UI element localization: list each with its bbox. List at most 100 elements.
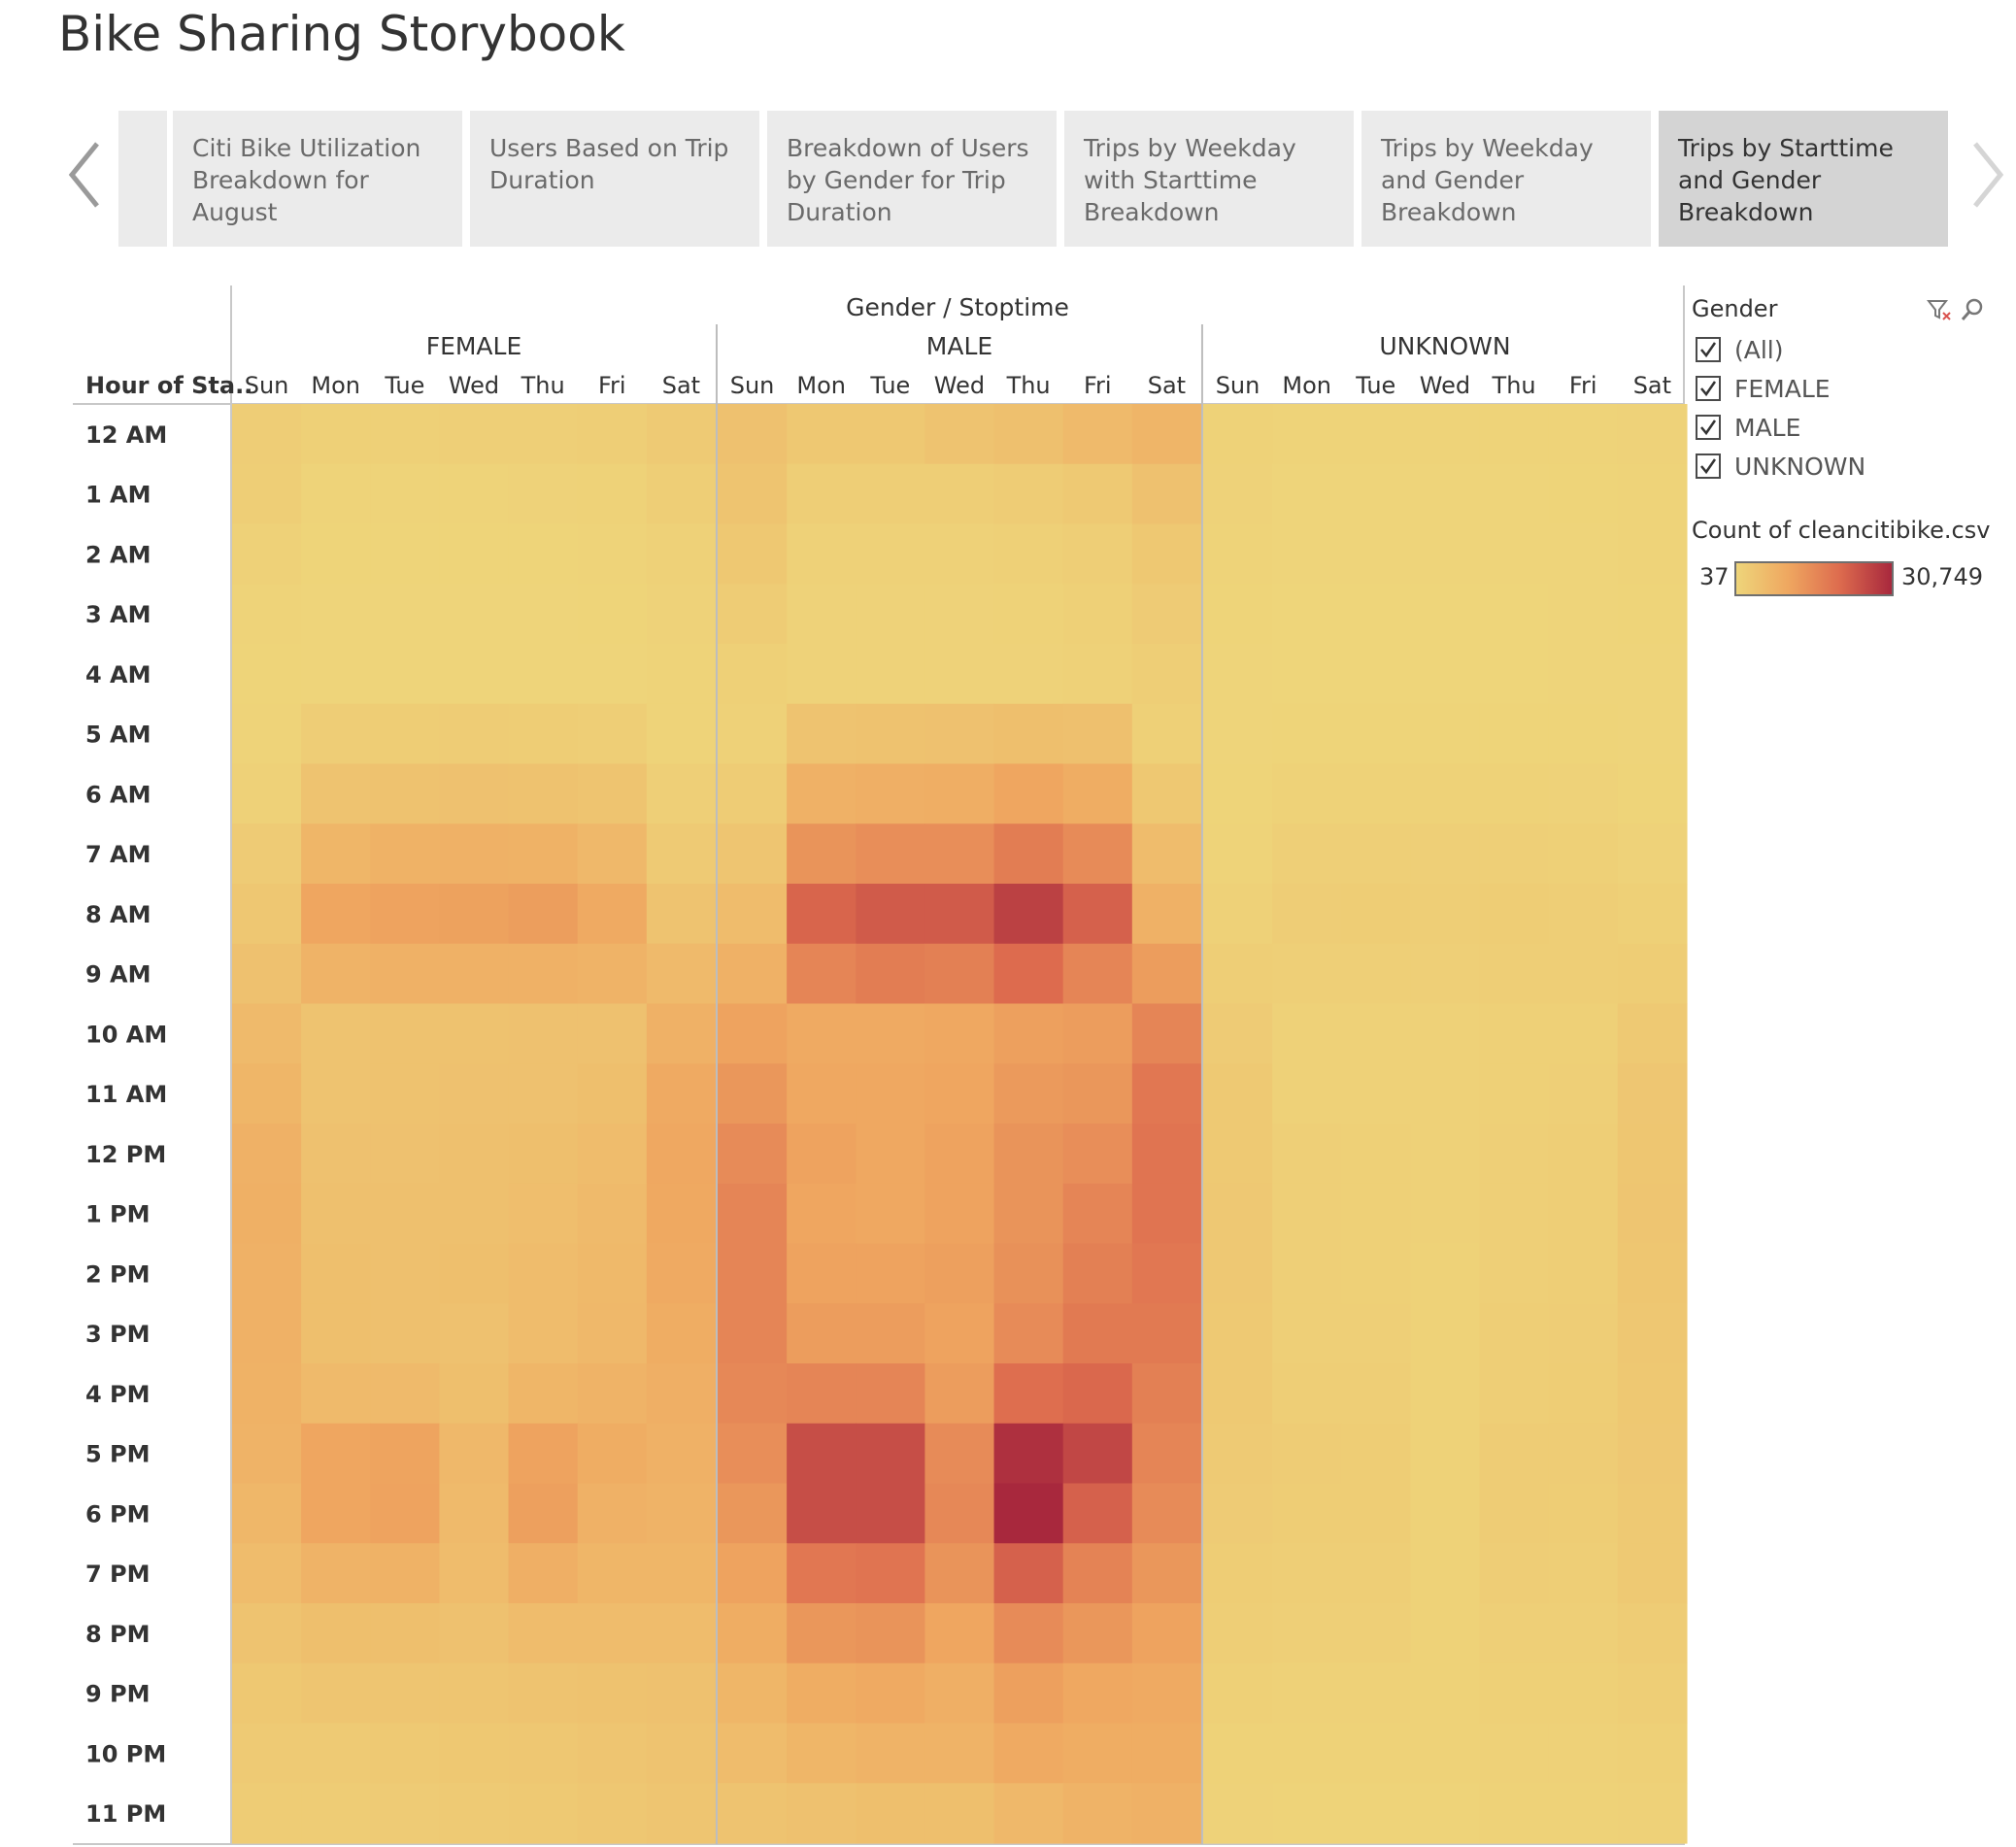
heatmap-cell [1341,1363,1411,1425]
heatmap-cell [439,763,510,824]
hour-tick-label: 1 PM [85,1201,151,1228]
heatmap-cell [1617,1543,1688,1604]
heatmap-cell [1202,1423,1273,1485]
heatmap-cell [1479,1783,1550,1844]
tab-starttime-gender[interactable]: Trips by Starttime and Gender Breakdown [1659,111,1948,247]
heatmap-cell [924,523,995,585]
heatmap-cell [439,1723,510,1784]
heatmap-cell [1272,943,1342,1005]
heatmap-cell [787,823,857,885]
hour-tick-label: 8 AM [85,901,151,928]
heatmap-cell [577,523,648,585]
heatmap-cell [232,584,302,645]
heatmap-cell [1131,463,1202,525]
gender-group-label: MALE [926,332,992,360]
next-arrow-icon[interactable] [1958,126,2016,223]
heatmap-cell [508,404,579,465]
heatmap-cell [1272,763,1342,824]
heatmap-cell [370,1662,441,1725]
checkbox-checked-icon[interactable] [1696,415,1721,440]
heatmap-cell [370,943,441,1005]
heatmap-cell [508,523,579,585]
heatmap-cell [1548,1783,1619,1844]
heatmap-cell [1410,1183,1481,1245]
heatmap-cell [1272,1723,1342,1784]
heatmap-cell [993,463,1064,525]
previous-arrow-icon[interactable] [58,126,117,223]
hour-tick-label: 7 AM [85,841,151,868]
heatmap-cell [856,1543,925,1604]
heatmap-cell [1617,1783,1688,1844]
heatmap-cell [1131,1003,1202,1064]
tab-weekday-starttime[interactable]: Trips by Weekday with Starttime Breakdow… [1064,111,1354,247]
hour-tick-label: 12 PM [85,1141,166,1168]
heatmap-cell [577,463,648,525]
heatmap-cell [717,404,788,465]
filter-option-female[interactable]: FEMALE [1696,372,1831,405]
heatmap-cell [1479,1003,1550,1064]
heatmap-cell [301,1183,371,1245]
color-legend-ramp [1734,561,1894,596]
heatmap-cell [717,1183,788,1245]
heatmap-cell [439,404,510,465]
heatmap-cell [1341,1423,1411,1485]
heatmap-cell [1062,1483,1133,1544]
heatmap-cell [301,1303,371,1364]
tab-gender-duration[interactable]: Breakdown of Users by Gender for Trip Du… [767,111,1057,247]
hour-tick-label: 6 PM [85,1500,151,1528]
heatmap-cell [1548,823,1619,885]
heatmap-cell [924,1003,995,1064]
heatmap-cell [1131,1723,1202,1784]
heatmap-cell [717,523,788,585]
tab-weekday-gender[interactable]: Trips by Weekday and Gender Breakdown [1361,111,1651,247]
heatmap-cell [1062,1063,1133,1125]
heatmap-cell [439,703,510,765]
heatmap-cell [301,644,371,705]
heatmap-cell [1131,404,1202,465]
heatmap-cell [1617,1603,1688,1664]
heatmap-cell [439,463,510,525]
heatmap-cell [370,884,441,945]
hour-tick-label: 9 AM [85,961,151,989]
checkbox-checked-icon[interactable] [1696,337,1721,362]
heatmap-cell [1272,1303,1342,1364]
checkbox-checked-icon[interactable] [1696,453,1721,479]
heatmap-cell [370,463,441,525]
heatmap-cell [232,1543,302,1604]
heatmap-cell [1341,463,1411,525]
search-icon[interactable] [1960,297,1985,322]
heatmap-cell [1410,943,1481,1005]
heatmap-cell [924,1063,995,1125]
filter-option-all[interactable]: (All) [1696,333,1784,366]
heatmap-cell [232,1662,302,1725]
heatmap-cell [1548,1063,1619,1125]
heatmap-cell [577,1303,648,1364]
tab-utilization[interactable]: Citi Bike Utilization Breakdown for Augu… [173,111,462,247]
heatmap-cell [370,703,441,765]
heatmap-cell [508,1063,579,1125]
heatmap-cell [1131,644,1202,705]
heatmap-cell [1341,404,1411,465]
weekday-tick-label: Mon [1282,372,1331,399]
weekday-tick-label: Sun [245,372,289,399]
heatmap-cell [646,1303,717,1364]
heatmap-cell [1272,523,1342,585]
heatmap-cell [301,1423,371,1485]
heatmap-cell [1272,1063,1342,1125]
weekday-tick-label: Wed [449,372,499,399]
heatmap-cell [577,943,648,1005]
heatmap-cell [1410,1363,1481,1425]
heatmap-cell [646,1003,717,1064]
filter-option-unknown[interactable]: UNKNOWN [1696,450,1865,483]
weekday-tick-label: Fri [598,372,626,399]
heatmap-cell [439,523,510,585]
heatmap-cell [1062,644,1133,705]
heatmap-cell [787,1423,857,1485]
checkbox-checked-icon[interactable] [1696,376,1721,401]
heatmap-cell [717,1303,788,1364]
filter-option-male[interactable]: MALE [1696,411,1800,444]
clear-filter-icon[interactable] [1926,297,1952,322]
tab-spacer [118,111,167,247]
tab-trip-duration[interactable]: Users Based on Trip Duration [470,111,759,247]
heatmap-cell [787,1303,857,1364]
